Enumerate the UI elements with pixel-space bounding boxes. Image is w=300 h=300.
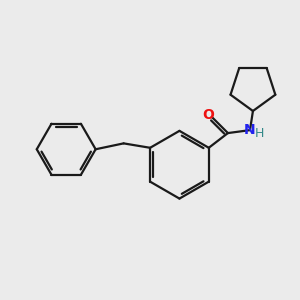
Text: N: N <box>244 122 256 136</box>
Text: O: O <box>202 107 214 122</box>
Text: H: H <box>255 127 264 140</box>
